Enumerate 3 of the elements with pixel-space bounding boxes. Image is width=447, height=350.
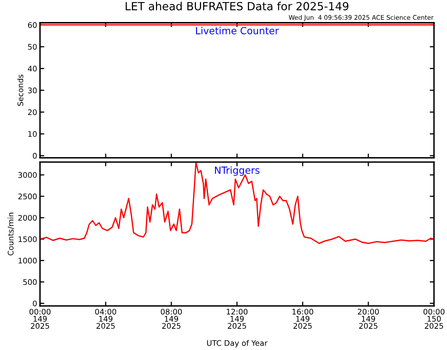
annotation: Livetime Counter <box>196 26 279 34</box>
chart-title: LET ahead BUFRATES Data for 2025-149 <box>126 2 348 10</box>
annotation: NTriggers <box>215 166 260 176</box>
